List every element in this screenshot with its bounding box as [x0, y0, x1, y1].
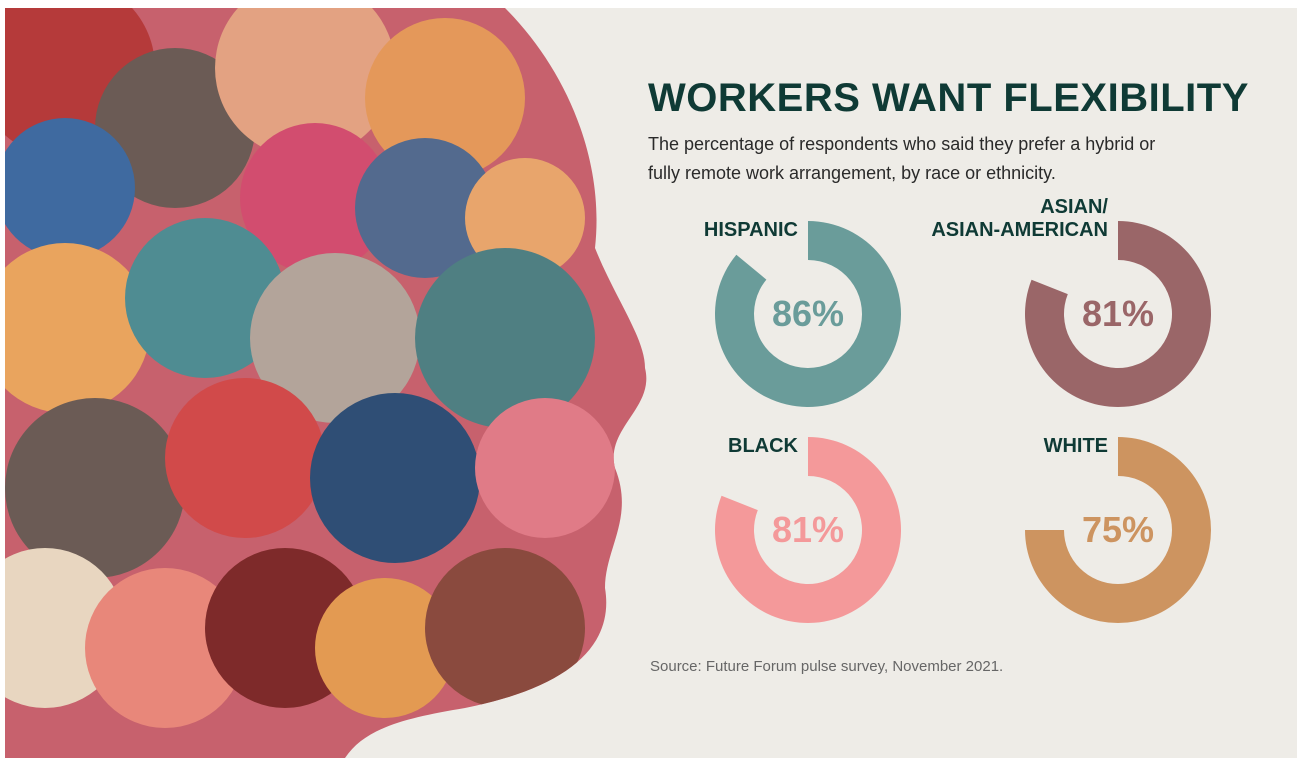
- value-label: 81%: [1048, 294, 1188, 334]
- value-label: 75%: [1048, 510, 1188, 550]
- source-note: Source: Future Forum pulse survey, Novem…: [650, 658, 1003, 675]
- value-label: 86%: [738, 294, 878, 334]
- category-label: ASIAN/ ASIAN-AMERICAN: [931, 196, 1108, 242]
- category-label: BLACK: [728, 435, 798, 458]
- category-label: HISPANIC: [704, 219, 798, 242]
- category-label: WHITE: [1044, 435, 1108, 458]
- chart-subtitle: The percentage of respondents who said t…: [648, 130, 1188, 188]
- page-body: WORKERS WANT FLEXIBILITY The percentage …: [0, 0, 1302, 763]
- value-label: 81%: [738, 510, 878, 550]
- faces-collage: [5, 8, 665, 758]
- chart-title: WORKERS WANT FLEXIBILITY: [648, 76, 1249, 121]
- infographic: WORKERS WANT FLEXIBILITY The percentage …: [5, 8, 1297, 758]
